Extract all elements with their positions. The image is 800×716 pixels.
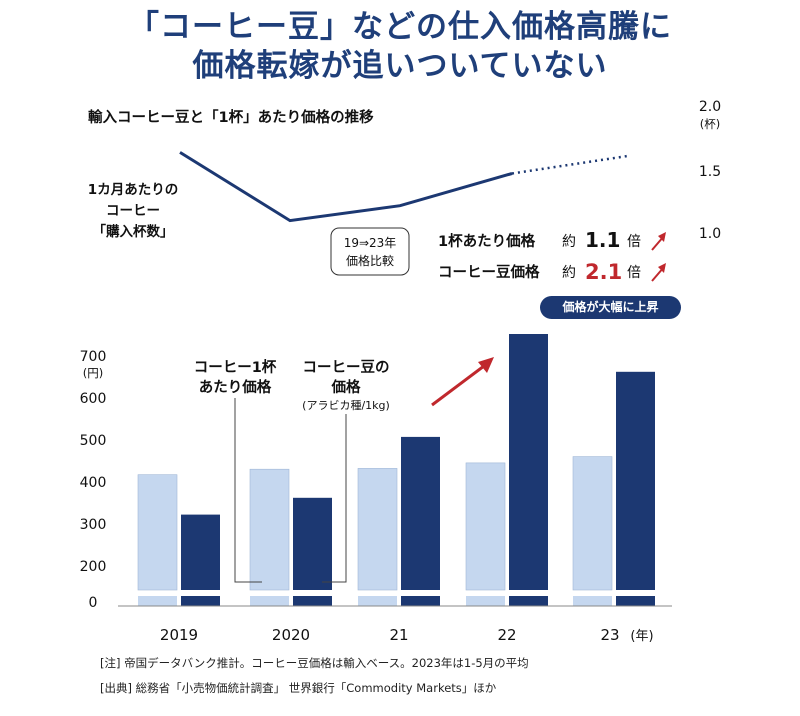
- bar-ytick-0: 0: [89, 595, 98, 611]
- line-ytick-2-0: 2.0: [699, 99, 721, 115]
- cup-compare-prefix: 約: [562, 234, 576, 250]
- comparison-box-line-2: 価格比較: [346, 253, 394, 268]
- bar-cup-price-base-2020: [250, 596, 289, 606]
- bar-bean-price-2020: [293, 497, 332, 590]
- line-series-label-3: 「購入杯数」: [93, 223, 174, 240]
- line-ytick-1-5: 1.5: [699, 164, 721, 180]
- line-series-projection: [511, 154, 628, 175]
- title-line-2: 価格転嫁が追いついていない: [192, 48, 608, 84]
- comparison-box: [330, 227, 410, 276]
- big-rise-arrow-icon: [431, 364, 485, 407]
- legend-bean-line-1: コーヒー豆の: [303, 359, 390, 376]
- bar-ytick-400: 400: [80, 475, 107, 491]
- bar-bean-price-22: [509, 334, 548, 590]
- line-series-label-2: コーヒー: [106, 203, 160, 219]
- title-line-1: 「コーヒー豆」などの仕入価格高騰に: [128, 9, 672, 45]
- cup-compare-suffix: 倍: [627, 234, 641, 250]
- bean-compare-prefix: 約: [562, 265, 576, 281]
- line-ytick-1-0: 1.0: [699, 226, 721, 242]
- footnote-source: [出典] 総務省「小売物価統計調査」 世界銀行「Commodity Market…: [100, 681, 497, 695]
- bar-bean-price-base-22: [509, 596, 548, 606]
- bar-cup-price-base-22: [466, 596, 505, 606]
- bar-cup-price-21: [357, 468, 398, 591]
- bar-cup-price-base-2019: [138, 596, 177, 606]
- bar-bean-price-base-21: [401, 596, 440, 606]
- line-chart-subtitle: 輸入コーヒー豆と「1杯」あたり価格の推移: [88, 108, 374, 126]
- bean-compare-arrowhead-icon: [658, 263, 666, 273]
- bar-cup-price-2020: [249, 468, 290, 591]
- x-unit-label: (年): [630, 629, 653, 644]
- legend-bracket-cup: [234, 398, 262, 583]
- cup-compare-arrowhead-icon: [658, 232, 666, 242]
- bar-cup-price-2019: [137, 474, 178, 591]
- legend-cup-line-2: あたり価格: [199, 378, 272, 396]
- bar-ytick-300: 300: [80, 517, 107, 533]
- big-rise-arrowhead-icon: [478, 357, 494, 373]
- bar-bean-price-base-2019: [181, 596, 220, 606]
- x-label-2019: 2019: [160, 626, 198, 644]
- bar-bean-price-base-2020: [293, 596, 332, 606]
- x-label-21: 21: [389, 626, 408, 644]
- x-label-2020: 2020: [272, 626, 310, 644]
- bar-ytick-500: 500: [80, 433, 107, 449]
- line-y-unit: (杯): [700, 117, 720, 131]
- bar-ytick-200: 200: [80, 559, 107, 575]
- footnote-note: [注] 帝国データバンク推計。コーヒー豆価格は輸入ベース。2023年は1-5月の…: [100, 656, 529, 670]
- legend-bean-sub: (アラビカ種/1kg): [302, 398, 390, 412]
- x-label-23: 23: [600, 626, 619, 644]
- bean-compare-suffix: 倍: [627, 265, 641, 281]
- line-series-solid: [179, 151, 513, 223]
- line-series-label-1: 1カ月あたりの: [88, 182, 178, 198]
- x-label-22: 22: [497, 626, 516, 644]
- legend-cup-line-1: コーヒー1杯: [194, 359, 277, 376]
- bar-group: [137, 334, 655, 606]
- cup-compare-value: 1.1: [585, 228, 620, 252]
- bean-compare-label: コーヒー豆価格: [438, 263, 540, 281]
- legend-bean-line-2: 価格: [331, 378, 361, 396]
- bar-y-unit: (円): [83, 366, 103, 380]
- bar-cup-price-22: [465, 462, 506, 591]
- price-surge-badge: 価格が大幅に上昇: [540, 296, 681, 319]
- legend-bracket-bean: [322, 414, 347, 583]
- bar-bean-price-2019: [181, 514, 220, 590]
- bar-cup-price-base-21: [358, 596, 397, 606]
- bar-bean-price-base-23: [616, 596, 655, 606]
- cup-compare-label: 1杯あたり価格: [438, 232, 536, 250]
- bar-bean-price-23: [616, 371, 655, 590]
- chart-title: 「コーヒー豆」などの仕入価格高騰に 価格転嫁が追いついていない: [0, 8, 800, 86]
- bar-ytick-700: 700: [80, 349, 107, 365]
- bar-ytick-600: 600: [80, 391, 107, 407]
- bean-compare-value: 2.1: [585, 260, 622, 284]
- bar-bean-price-21: [401, 436, 440, 590]
- bar-cup-price-23: [572, 456, 613, 591]
- bar-cup-price-base-23: [573, 596, 612, 606]
- comparison-box-line-1: 19⇒23年: [344, 236, 397, 250]
